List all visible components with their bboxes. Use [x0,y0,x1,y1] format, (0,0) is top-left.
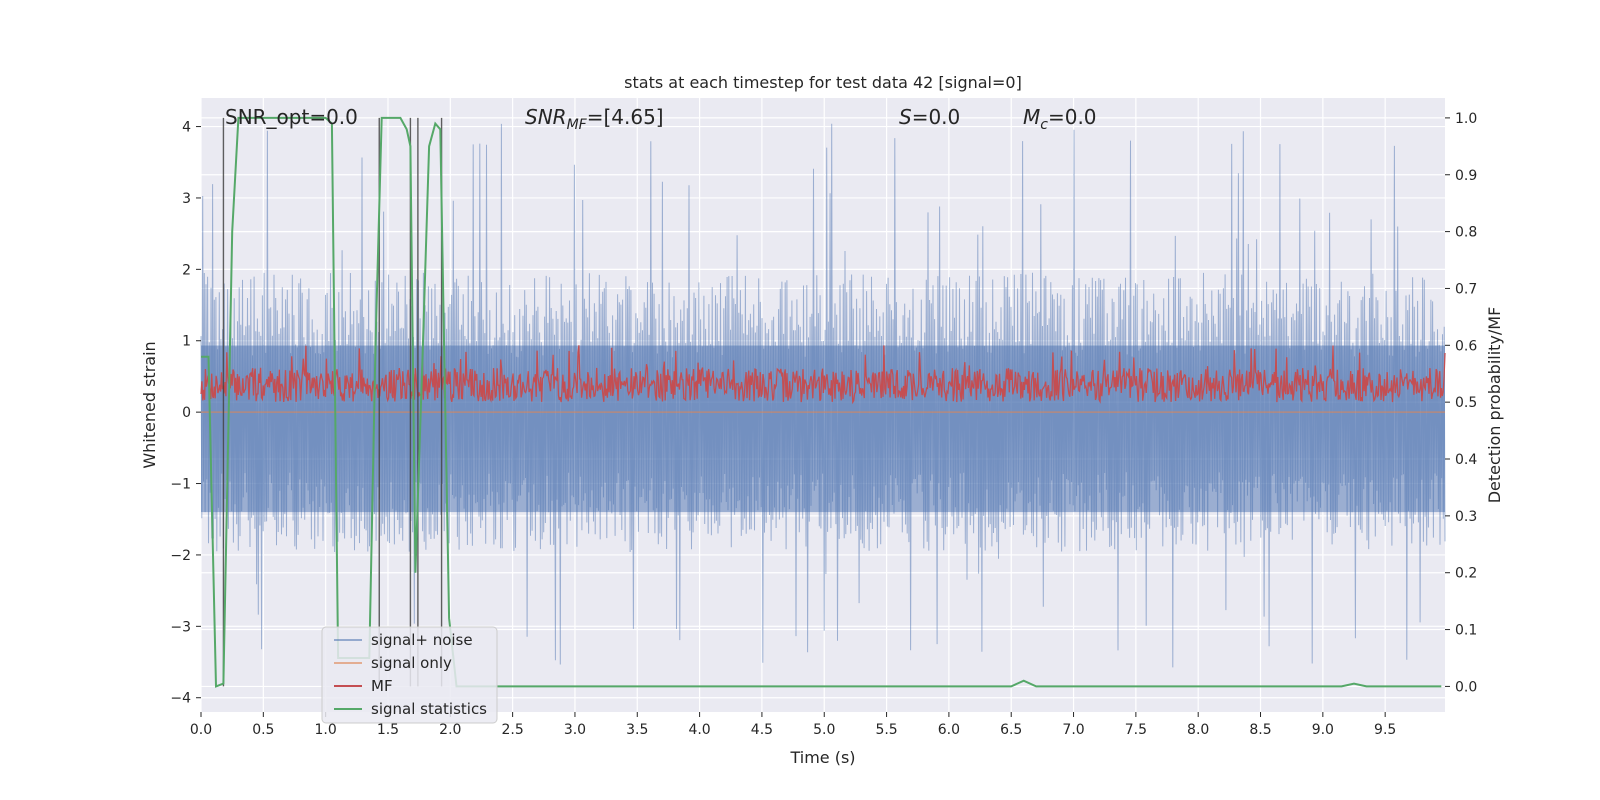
left-tick-label-4: 0 [182,405,191,421]
right-tick-label-4: 0.6 [1455,338,1477,354]
right-tick-label-2: 0.8 [1455,225,1477,241]
x-tick-label-9: 4.5 [751,722,773,738]
x-tick-label-7: 3.5 [626,722,648,738]
x-tick-label-2: 1.0 [315,722,337,738]
x-tick-label-5: 2.5 [501,722,523,738]
annotation-mc: Mc=0.0 [1023,105,1097,133]
x-tick-label-14: 7.0 [1062,722,1084,738]
left-tick-label-3: 1 [182,334,191,350]
mf-line [200,345,1446,405]
left-tick-label-8: −4 [170,691,191,707]
series-signal-statistics [201,116,1442,688]
x-tick-label-18: 9.0 [1312,722,1334,738]
legend-label-signal-statistics: signal statistics [371,700,487,718]
x-axis-label: Time (s) [789,748,855,767]
y-axis-left-label: Whitened strain [140,341,159,468]
left-tick-label-1: 3 [182,191,191,207]
annotation-s-value: =0.0 [912,105,961,129]
right-axis-ticks: 1.0 0.9 0.8 0.7 0.6 0.5 0.4 0.3 0.2 0.1 0.0 [1445,111,1477,695]
right-tick-label-3: 0.7 [1455,281,1477,297]
series-mf [200,345,1446,405]
left-tick-label-5: −1 [170,477,191,493]
right-tick-label-5: 0.5 [1455,395,1477,411]
noise-line [200,123,1446,668]
annotation-snr-mf-main: SNR [525,105,567,129]
left-tick-label-2: 2 [182,262,191,278]
right-tick-label-6: 0.4 [1455,452,1477,468]
legend-label-mf: MF [371,677,393,695]
x-tick-label-1: 0.5 [252,722,274,738]
x-tick-label-11: 5.5 [875,722,897,738]
x-tick-label-15: 7.5 [1125,722,1147,738]
right-tick-label-9: 0.1 [1455,623,1477,639]
annotation-snr-opt: SNR_opt=0.0 [225,105,358,129]
annotation-mc-main: M [1023,105,1040,129]
right-tick-label-7: 0.3 [1455,509,1477,525]
x-tick-label-0: 0.0 [190,722,212,738]
signal-statistics-line [201,116,1442,688]
left-tick-label-7: −3 [170,619,191,635]
x-tick-label-13: 6.5 [1000,722,1022,738]
left-tick-label-6: −2 [170,548,191,564]
x-tick-label-3: 1.5 [377,722,399,738]
x-tick-label-6: 3.0 [564,722,586,738]
x-tick-label-4: 2.0 [439,722,461,738]
right-tick-label-8: 0.2 [1455,566,1477,582]
legend-box [321,626,498,724]
annotation-mc-value: =0.0 [1048,105,1097,129]
x-tick-label-19: 9.5 [1374,722,1396,738]
annotation-snr-mf-value: =[4.65] [587,105,664,129]
right-tick-label-0: 1.0 [1455,111,1477,127]
annotation-snr-mf: SNRMF=[4.65] [525,105,664,133]
legend-label-signal-only: signal only [371,654,452,672]
right-tick-label-1: 0.9 [1455,168,1477,184]
x-tick-label-12: 6.0 [938,722,960,738]
left-tick-label-0: 4 [182,120,191,136]
x-tick-label-17: 8.5 [1249,722,1271,738]
x-tick-label-16: 8.0 [1187,722,1209,738]
left-axis-ticks: 4 3 2 1 0 −1 −2 −3 −4 [170,120,201,707]
right-tick-label-10: 0.0 [1455,679,1477,695]
legend-label-signal-noise: signal+ noise [371,631,473,649]
annotation-s: S=0.0 [899,105,960,129]
annotation-s-main: S [899,105,912,129]
y-axis-right-label: Detection probability/MF [1485,307,1504,504]
x-tick-label-10: 5.0 [813,722,835,738]
legend: signal+ noise signal only MF signal stat… [321,626,498,724]
x-axis-ticks: 0.0 0.5 1.0 1.5 2.0 2.5 3.0 3.5 4.0 4.5 5.0 5.5 6.0 6… [190,712,1396,738]
annotation-snr-mf-sub: MF [567,117,588,133]
chart-title: stats at each timestep for test data 42 … [624,73,1022,92]
annotation-mc-sub: c [1040,117,1048,133]
x-tick-label-8: 4.0 [688,722,710,738]
